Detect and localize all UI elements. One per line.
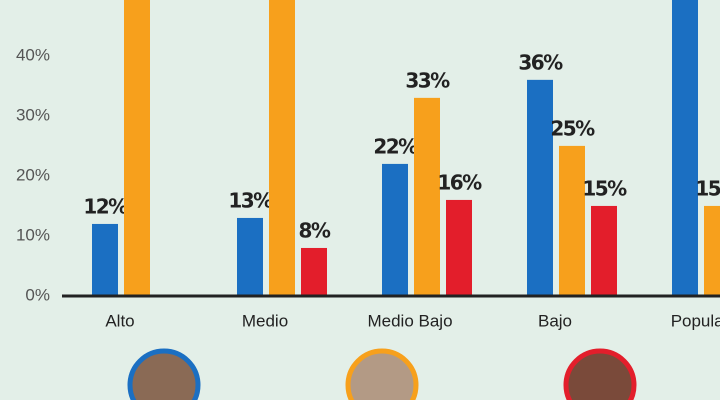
candidate-photo xyxy=(563,348,637,400)
bar xyxy=(237,217,263,296)
bar xyxy=(414,97,440,297)
bar xyxy=(382,163,408,296)
bar xyxy=(527,79,553,296)
candidate-photo xyxy=(345,348,419,400)
bar xyxy=(704,205,720,296)
x-tick-label: Alto xyxy=(105,311,134,330)
y-tick-label: 0% xyxy=(25,285,50,304)
bar xyxy=(301,247,327,296)
value-label: 8% xyxy=(299,218,331,242)
y-tick-label: 30% xyxy=(16,105,50,124)
value-label: 12% xyxy=(83,194,128,218)
value-label: 13% xyxy=(228,188,273,212)
x-tick-label: Bajo xyxy=(538,311,572,330)
value-label: 15% xyxy=(582,176,627,200)
value-label: 22% xyxy=(373,134,418,158)
x-tick-label: Medio xyxy=(242,311,288,330)
y-tick-label: 40% xyxy=(16,45,50,64)
bar xyxy=(672,0,698,296)
x-tick-label: Medio Bajo xyxy=(367,311,452,330)
bar xyxy=(124,0,150,296)
candidate-photos xyxy=(127,348,637,400)
value-label: 16% xyxy=(437,170,482,194)
candidate-photo xyxy=(127,348,201,400)
value-label: 36% xyxy=(518,50,563,74)
bar xyxy=(559,145,585,296)
bar xyxy=(92,223,118,296)
bar xyxy=(269,0,295,296)
y-tick-label: 20% xyxy=(16,165,50,184)
x-tick-label: Popular xyxy=(671,311,720,330)
value-label: 33% xyxy=(405,68,450,92)
value-label: 15% xyxy=(695,176,720,200)
value-label: 25% xyxy=(550,116,595,140)
bar xyxy=(446,199,472,296)
y-tick-label: 10% xyxy=(16,225,50,244)
bar xyxy=(591,205,617,296)
